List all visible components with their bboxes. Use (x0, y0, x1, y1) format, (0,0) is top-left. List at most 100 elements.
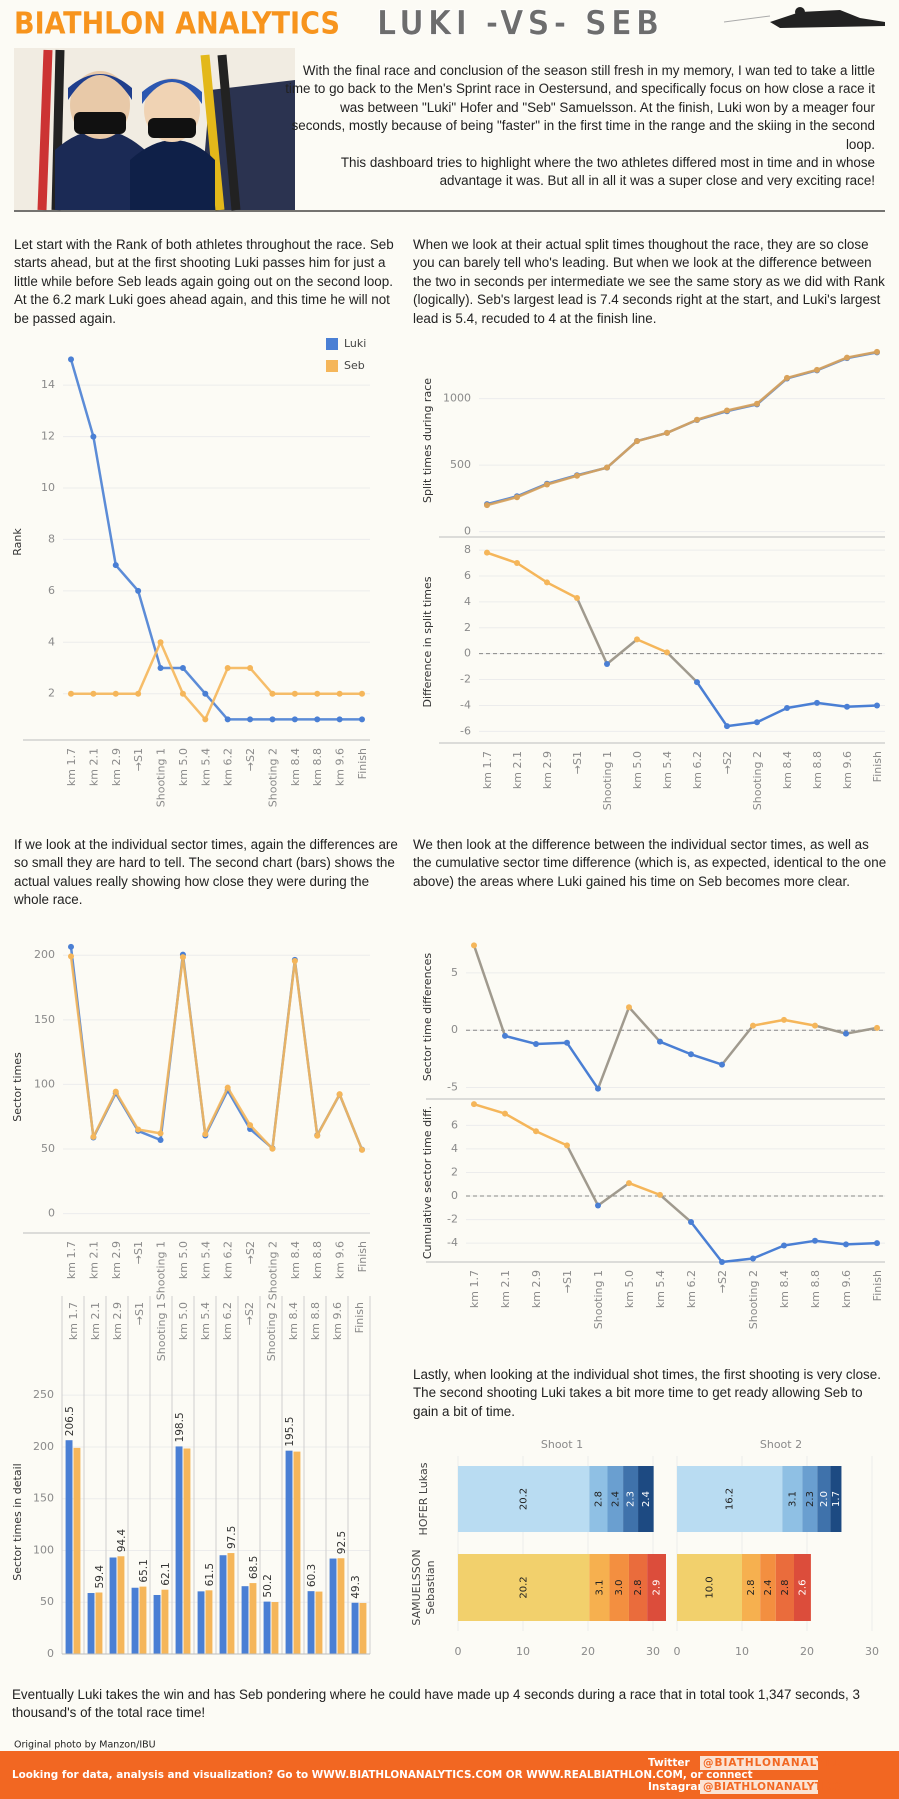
data-point (90, 690, 97, 697)
x-tick-label: km 9.6 (334, 1241, 347, 1279)
line-segment (658, 1040, 693, 1056)
line-segment (785, 701, 819, 710)
x-tick-label: km 5.4 (661, 751, 674, 789)
x-tick-label: Finish (871, 1270, 884, 1301)
data-point (634, 636, 640, 643)
line-segment (689, 1053, 724, 1066)
line-segment (596, 1006, 631, 1090)
data-point (533, 1040, 539, 1047)
data-point (68, 943, 74, 950)
bar-segment (794, 1554, 811, 1621)
data-point (359, 716, 365, 723)
bar (205, 1590, 213, 1654)
data-point (112, 690, 119, 697)
x-tick-label: Shooting 2 (266, 748, 279, 807)
bar-segment (628, 1554, 648, 1621)
line-segment (627, 1181, 662, 1197)
data-point (471, 942, 477, 949)
x-tick-label: km 5.0 (631, 751, 644, 789)
bar-segment (677, 1466, 783, 1532)
x-tick-label: Shooting 2 (747, 1270, 760, 1329)
y-tick-label: 0 (47, 1647, 54, 1660)
line-segment (635, 638, 669, 654)
segment-label: 2.4 (641, 1491, 652, 1507)
data-point (68, 953, 74, 960)
bar-segment (677, 1554, 742, 1621)
data-point (754, 400, 760, 407)
bar (95, 1592, 103, 1654)
data-point (564, 1142, 570, 1149)
data-point (874, 1024, 880, 1031)
y-tick-label: 10 (41, 481, 55, 494)
x-tick-label: km 6.2 (685, 1270, 698, 1308)
data-point (68, 356, 74, 363)
line-segment (534, 1130, 569, 1147)
y-axis-label: Cumulative sector time diff. (421, 1106, 434, 1259)
x-tick-label: km 2.9 (541, 751, 554, 789)
segment-label: 2.8 (593, 1491, 604, 1507)
data-point (291, 958, 298, 965)
y-tick-label: 250 (33, 1388, 54, 1401)
line-segment (845, 704, 879, 708)
segment-label: 2.9 (652, 1580, 663, 1596)
data-point (595, 1085, 601, 1092)
data-label: 61.5 (204, 1563, 216, 1586)
line-segment (565, 1041, 600, 1090)
line-segment (503, 1034, 538, 1046)
section-text: Lastly, when looking at the individual s… (413, 1367, 881, 1419)
y-tick-label: 200 (34, 948, 55, 961)
bar-segment (782, 1466, 803, 1532)
data-point (359, 1146, 365, 1153)
data-point (157, 1130, 164, 1137)
segment-label: 3.1 (787, 1491, 798, 1507)
x-tick-label: km 5.4 (654, 1270, 667, 1308)
bar (249, 1583, 257, 1654)
bar-segment (609, 1554, 629, 1621)
line-segment (751, 1018, 786, 1027)
twitter-handle[interactable]: @BIATHLONANALYT1 (703, 1757, 841, 1769)
data-point (844, 354, 850, 361)
x-tick-label: 0 (674, 1645, 681, 1658)
data-point (484, 502, 490, 509)
athlete-photo (14, 48, 295, 211)
data-label: 195.5 (284, 1417, 296, 1447)
data-point (269, 716, 276, 723)
x-tick-label: km 6.2 (222, 1241, 235, 1279)
data-point (754, 719, 760, 726)
row-label: SAMUELSSON (410, 1549, 423, 1625)
y-tick-label: 50 (41, 1142, 55, 1155)
data-point (135, 690, 142, 697)
facet-title: Shoot 2 (760, 1438, 802, 1451)
instagram-box (700, 1780, 818, 1794)
bar (183, 1448, 191, 1654)
data-point (314, 716, 321, 723)
y-tick-label: 0 (464, 647, 471, 660)
instagram-handle[interactable]: @BIATHLONANALYTICS (703, 1781, 842, 1793)
x-tick-label: →S2 (721, 751, 734, 774)
data-point (224, 716, 231, 723)
y-tick-label: 2 (464, 621, 471, 634)
y-axis-label: Difference in split times (421, 576, 434, 707)
twitter-label: Twitter (648, 1757, 690, 1769)
x-tick-label: Shooting 2 (266, 1241, 279, 1300)
series-line (71, 641, 362, 721)
x-tick-label: km 5.0 (177, 1241, 190, 1279)
brand-title: BIATHLON ANALYTICS (14, 7, 340, 42)
line-segment (515, 561, 549, 584)
data-point (664, 429, 670, 436)
bar (227, 1553, 235, 1654)
x-tick-label: km 9.6 (331, 1302, 344, 1340)
bar (285, 1450, 293, 1654)
bar (337, 1558, 345, 1654)
y-axis-label: Rank (11, 528, 24, 556)
x-tick-label: km 6.2 (221, 1302, 234, 1340)
footer-text: Looking for data, analysis and visualiza… (12, 1769, 753, 1781)
bar-segment (802, 1466, 818, 1532)
data-point (574, 472, 580, 479)
data-point (502, 1032, 508, 1039)
x-tick-label: Finish (356, 748, 369, 779)
data-label: 198.5 (174, 1412, 186, 1442)
line-segment (844, 1026, 879, 1035)
line-segment (755, 706, 789, 724)
data-point (750, 1255, 756, 1262)
